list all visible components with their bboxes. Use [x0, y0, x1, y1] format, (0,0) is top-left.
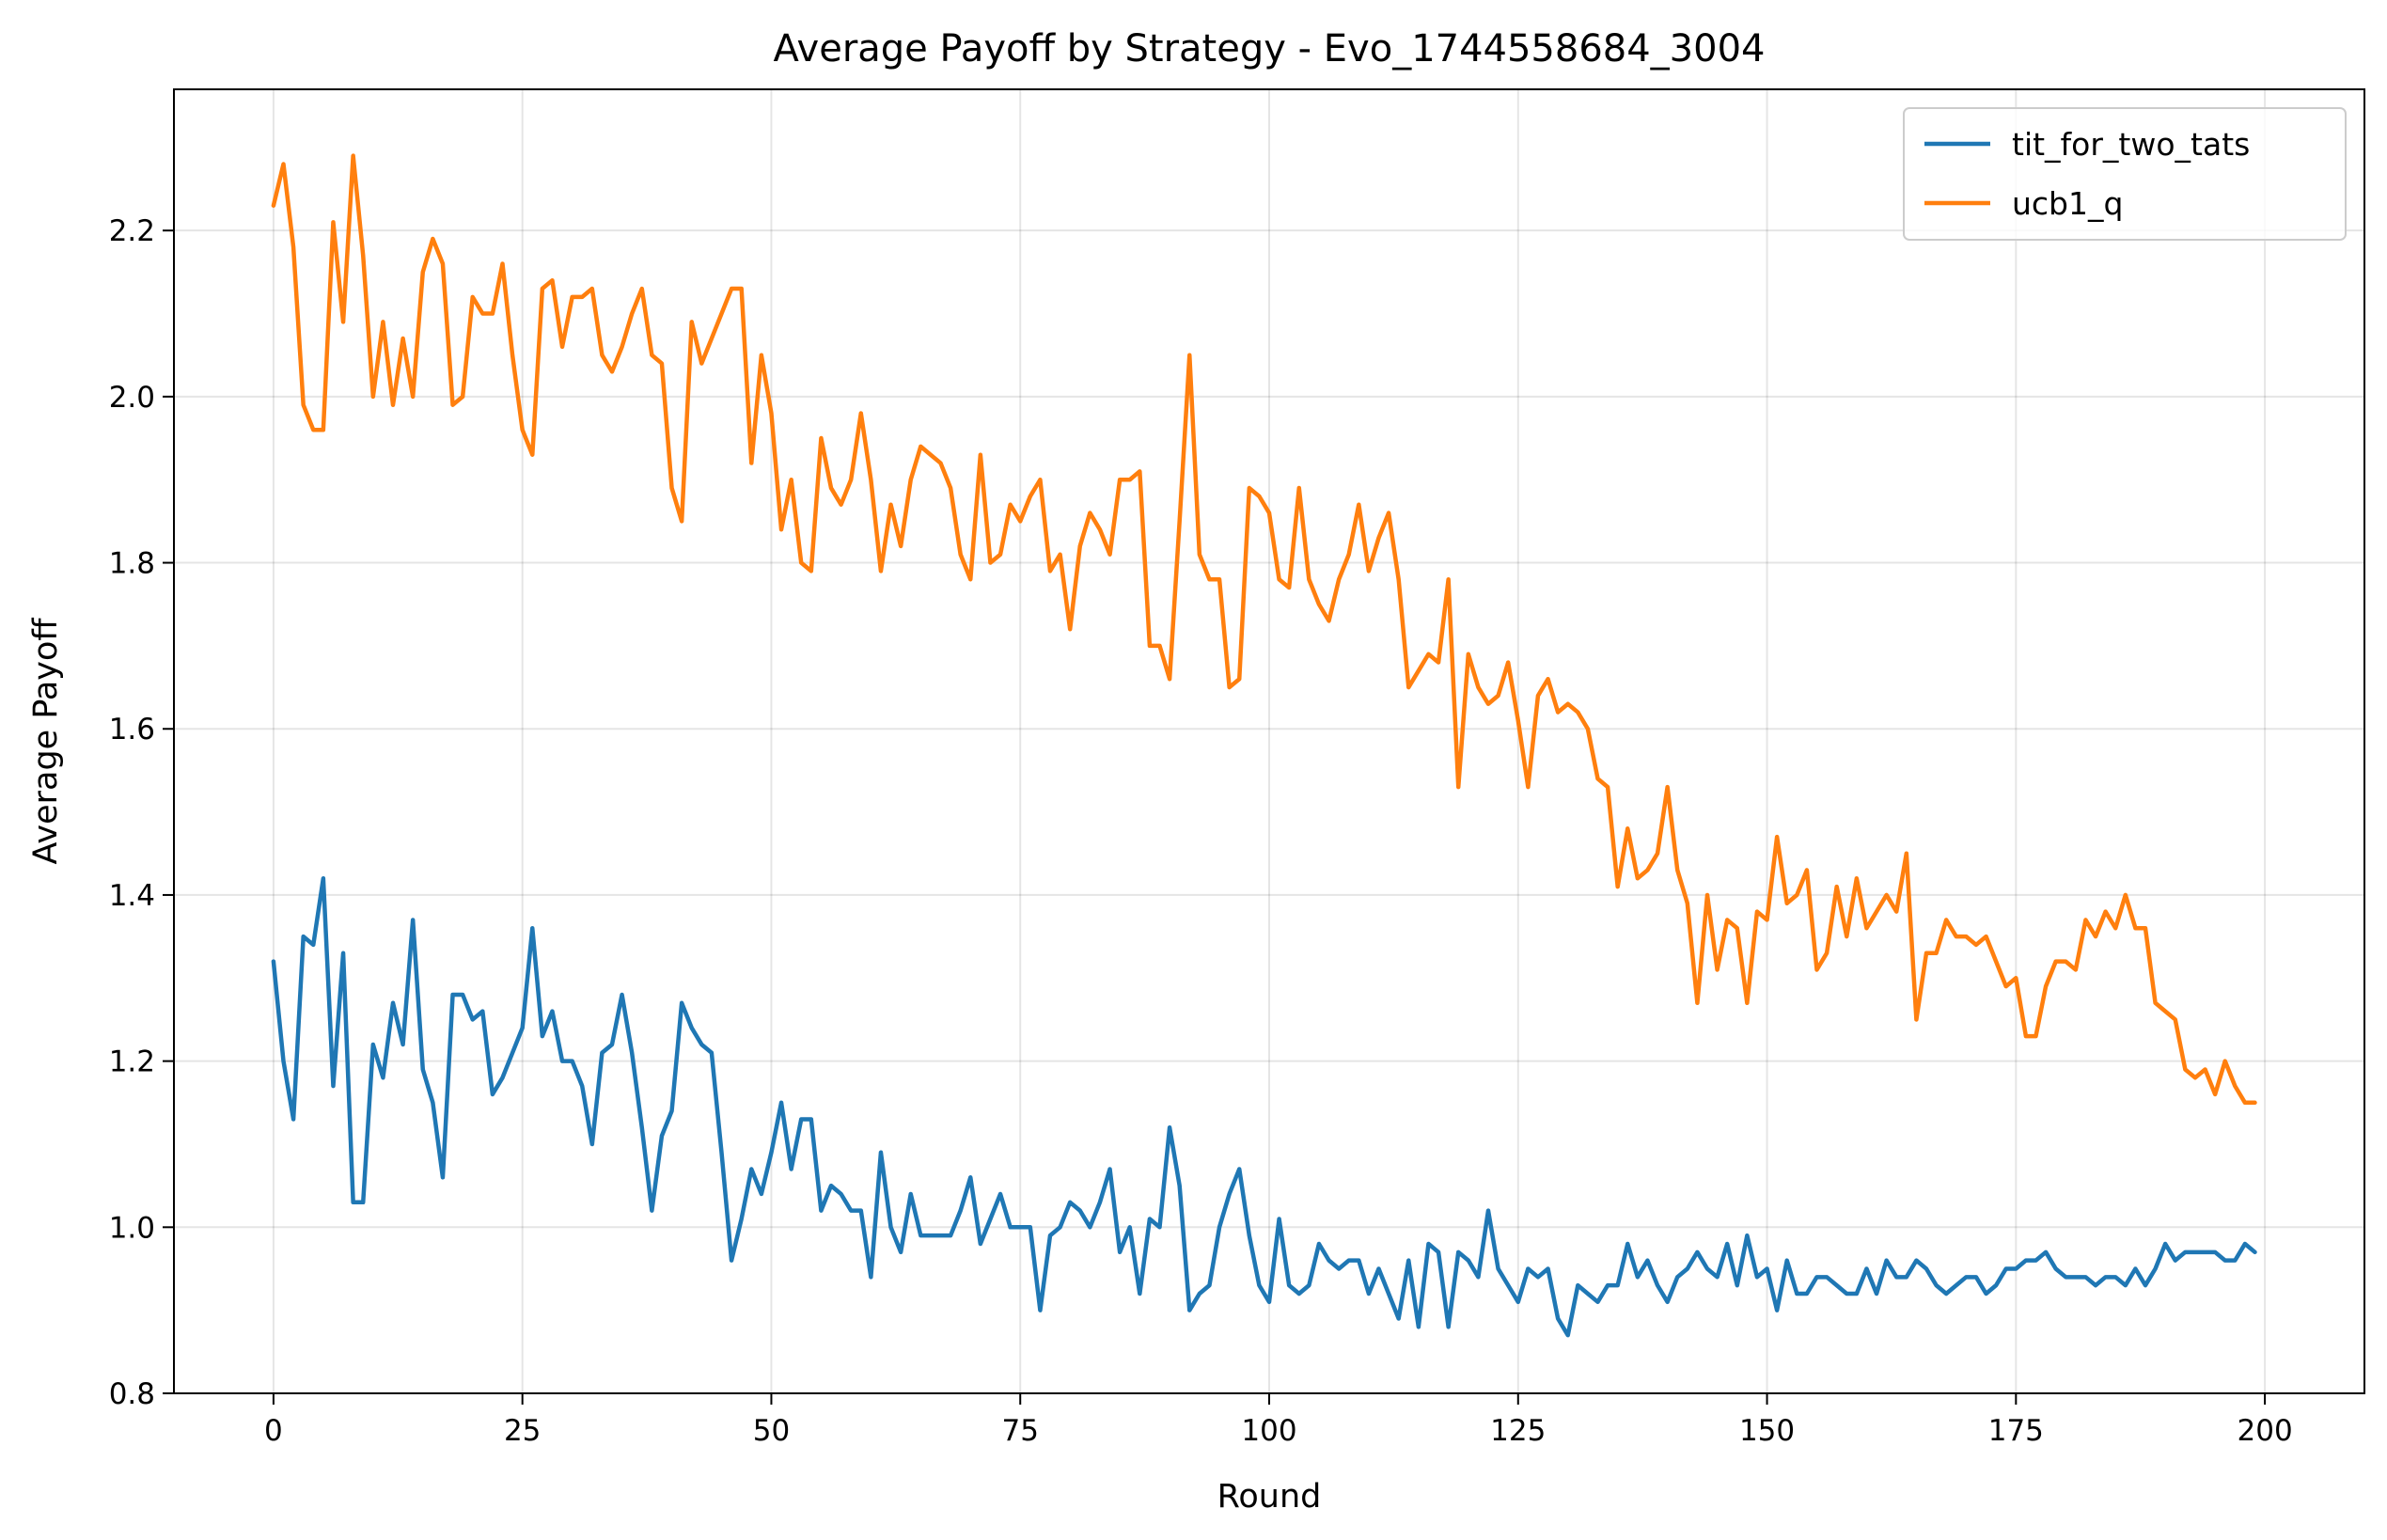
- x-tick-label: 50: [753, 1414, 790, 1448]
- y-tick-label: 1.6: [109, 713, 155, 746]
- y-tick-label: 1.0: [109, 1211, 155, 1245]
- y-axis: 0.8 1.0 1.2 1.4 1.6 1.8 2.0 2.2: [109, 214, 174, 1411]
- series-line-tit-for-two-tats: [271, 876, 2257, 1338]
- legend-label: tit_for_two_tats: [2012, 126, 2250, 163]
- y-tick-label: 0.8: [109, 1377, 155, 1411]
- legend-box: [1903, 107, 2347, 241]
- x-tick-label: 0: [264, 1414, 283, 1448]
- x-tick-label: 175: [1988, 1414, 2044, 1448]
- y-tick-label: 2.0: [109, 381, 155, 415]
- y-tick-label: 1.4: [109, 879, 155, 913]
- y-tick-label: 1.8: [109, 547, 155, 581]
- legend-label: ucb1_q: [2012, 185, 2123, 222]
- series-layer: [271, 153, 2257, 1338]
- series-line-ucb1-q: [271, 153, 2257, 1106]
- chart-title: Average Payoff by Strategy - Evo_1744558…: [774, 27, 1766, 71]
- x-axis: 0 25 50 75 100 125 150 175 200: [264, 1393, 2293, 1448]
- y-axis-label: Average Payoff: [27, 618, 65, 865]
- y-tick-label: 2.2: [109, 214, 155, 248]
- x-tick-label: 25: [504, 1414, 541, 1448]
- x-axis-label: Round: [1217, 1478, 1322, 1516]
- x-tick-label: 125: [1490, 1414, 1546, 1448]
- x-tick-label: 75: [1002, 1414, 1039, 1448]
- x-tick-label: 200: [2238, 1414, 2293, 1448]
- legend: tit_for_two_tats ucb1_q: [1903, 107, 2347, 241]
- x-tick-label: 100: [1241, 1414, 1296, 1448]
- x-tick-label: 150: [1739, 1414, 1795, 1448]
- y-tick-label: 1.2: [109, 1045, 155, 1079]
